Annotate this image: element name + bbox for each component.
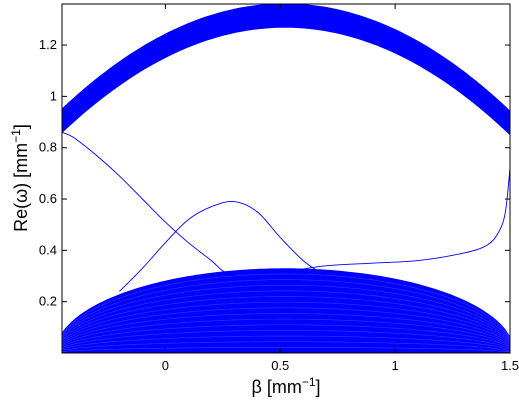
lower-band-curve bbox=[62, 307, 510, 345]
lower-band-curve bbox=[62, 296, 510, 343]
lower-band-curve bbox=[62, 301, 510, 344]
lower-band-curve bbox=[62, 318, 510, 347]
y-tick-label: 0.8 bbox=[39, 140, 57, 155]
y-tick-label: 1.2 bbox=[39, 37, 57, 52]
x-axis: 0 0.5 1 1.5 bbox=[162, 4, 519, 373]
y-axis-label: Re(ω) [mm−1] bbox=[9, 124, 31, 232]
y-axis: 0.2 0.4 0.6 0.8 1 1.2 bbox=[39, 37, 510, 309]
continuum-bands bbox=[62, 4, 510, 353]
plot-frame bbox=[61, 3, 511, 354]
y-tick-label: 0.2 bbox=[39, 294, 57, 309]
lower-band-curve bbox=[62, 273, 510, 338]
y-tick-label: 1 bbox=[50, 88, 57, 103]
upper-band-curve bbox=[62, 26, 510, 135]
x-axis-label: β [mm−1] bbox=[251, 375, 320, 397]
lower-band-curve bbox=[62, 335, 510, 350]
y-tick-label: 0.4 bbox=[39, 242, 57, 257]
lower-band-curve bbox=[62, 324, 510, 348]
y-tick-label: 0.6 bbox=[39, 191, 57, 206]
lower-band-curve bbox=[62, 284, 510, 340]
mode-curve-2 bbox=[119, 200, 322, 292]
mode-curve-3 bbox=[291, 168, 510, 272]
lower-band bbox=[62, 268, 510, 353]
lower-band-curve bbox=[62, 341, 510, 352]
lower-band-curve bbox=[62, 290, 510, 341]
mode-curves bbox=[62, 131, 510, 292]
x-tick-label: 0 bbox=[162, 358, 169, 373]
lower-band-curve bbox=[62, 279, 510, 339]
mode-curve-1 bbox=[62, 131, 235, 277]
x-tick-label: 0.5 bbox=[271, 358, 289, 373]
x-tick-label: 1 bbox=[392, 358, 399, 373]
lower-band-curve bbox=[62, 330, 510, 349]
lower-band-curve bbox=[62, 313, 510, 346]
lower-band-curve bbox=[62, 347, 510, 353]
x-tick-label: 1.5 bbox=[501, 358, 519, 373]
